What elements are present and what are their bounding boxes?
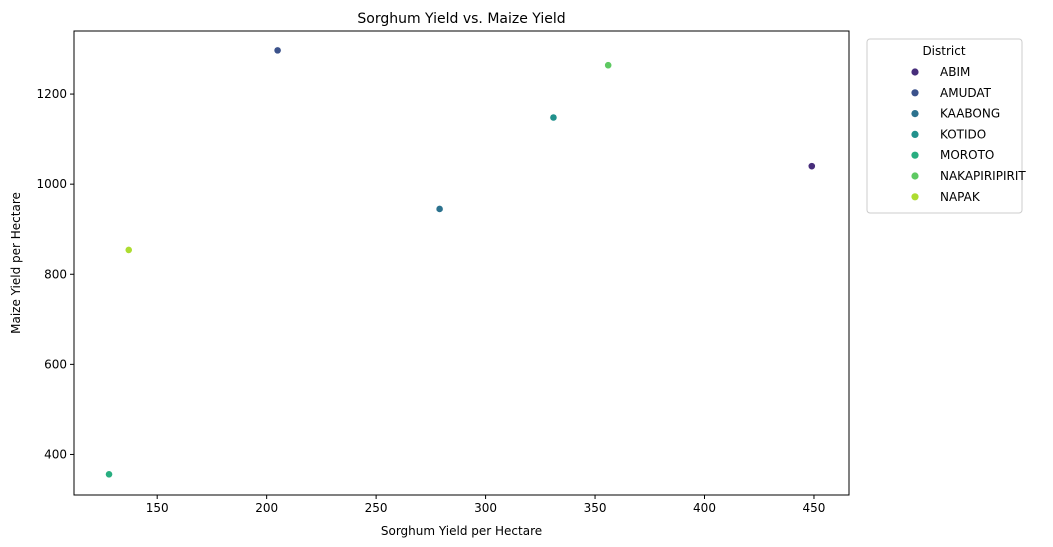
x-axis: 150 200 250 300 350 400 450: [146, 495, 826, 515]
y-tick-label: 1200: [36, 87, 67, 101]
data-points: [105, 46, 816, 479]
data-point: [604, 61, 613, 70]
data-point: [105, 470, 113, 479]
x-tick-label: 400: [693, 501, 716, 515]
x-tick-label: 350: [584, 501, 607, 515]
y-axis-label: Maize Yield per Hectare: [9, 192, 23, 334]
data-point: [807, 162, 816, 171]
legend-label: MOROTO: [940, 148, 994, 162]
x-tick-label: 150: [146, 501, 169, 515]
y-tick-label: 1000: [36, 177, 67, 191]
x-tick-label: 300: [474, 501, 497, 515]
plot-area: [73, 30, 850, 496]
data-point: [435, 205, 444, 213]
legend-label: NAKAPIRIPIRIT: [940, 169, 1026, 183]
legend-box: [866, 38, 1023, 214]
x-tick-label: 200: [255, 501, 278, 515]
legend-marker: [911, 130, 919, 138]
data-point: [549, 113, 558, 122]
y-tick-label: 600: [44, 357, 67, 371]
data-point: [124, 246, 133, 254]
legend-title: District: [922, 44, 965, 58]
x-tick-label: 250: [365, 501, 388, 515]
legend-label: ABIM: [940, 65, 970, 79]
chart-title: Sorghum Yield vs. Maize Yield: [357, 11, 565, 27]
legend-items: ABIM AMUDAT KAABONG KOTIDO MOROTO NAKAPIRIPIR…: [911, 65, 1026, 204]
legend-label: AMUDAT: [940, 86, 992, 100]
legend-marker: [911, 89, 919, 97]
legend-marker: [911, 151, 919, 159]
legend-marker: [911, 110, 919, 118]
x-axis-label: Sorghum Yield per Hectare: [381, 524, 542, 538]
legend: District ABIM AMUDAT KAABONG KOTIDO MOROTO NA…: [866, 38, 1026, 214]
legend-marker: [911, 172, 919, 180]
legend-label: KAABONG: [940, 107, 1000, 121]
legend-marker: [911, 193, 919, 201]
legend-label: NAPAK: [940, 190, 981, 204]
y-tick-label: 800: [44, 267, 67, 281]
legend-label: KOTIDO: [940, 127, 986, 141]
x-tick-label: 450: [803, 501, 826, 515]
y-tick-label: 400: [44, 447, 67, 461]
data-point: [273, 46, 282, 55]
y-axis: 400 600 800 1000 1200: [36, 87, 74, 461]
legend-marker: [911, 68, 919, 76]
